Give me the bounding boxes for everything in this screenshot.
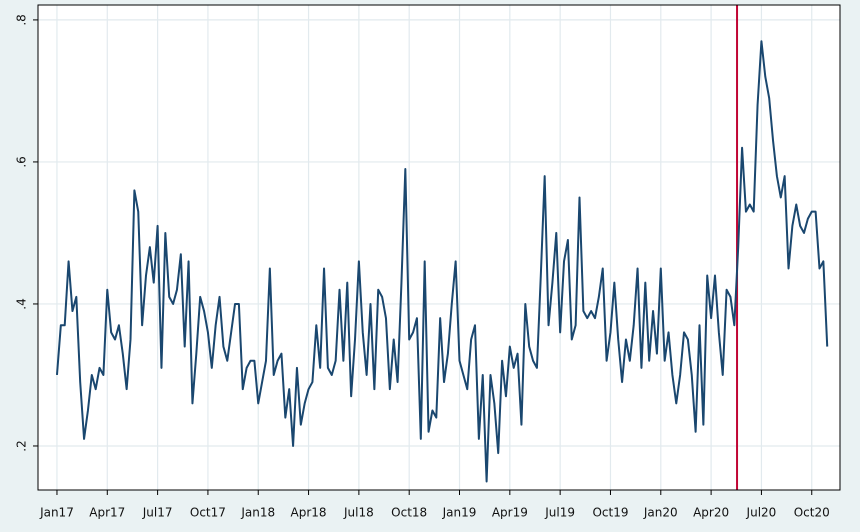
x-tick-label: Jul17: [142, 506, 173, 520]
x-tick-label: Apr19: [492, 506, 528, 520]
y-tick-label: .4: [15, 298, 29, 309]
x-tick-label: Oct20: [794, 506, 830, 520]
x-tick-label: Oct17: [190, 506, 226, 520]
y-tick-label: .2: [15, 440, 29, 451]
x-tick-label: Apr17: [89, 506, 125, 520]
x-tick-label: Oct18: [391, 506, 427, 520]
plot-frame: [37, 4, 841, 491]
y-tick-label: .6: [15, 156, 29, 167]
x-tick-label: Jul20: [746, 506, 777, 520]
plot-area: [37, 4, 841, 491]
x-tick-label: Apr18: [291, 506, 327, 520]
x-tick-label: Jan17: [39, 506, 74, 520]
x-tick-label: Oct19: [592, 506, 628, 520]
x-tick-label: Apr20: [693, 506, 729, 520]
data-line: [55, 40, 829, 483]
x-tick-label: Jan19: [442, 506, 477, 520]
x-tick-label: Jan20: [643, 506, 678, 520]
x-tick-label: Jul19: [544, 506, 575, 520]
x-tick-label: Jan18: [240, 506, 275, 520]
y-tick-label: .8: [15, 14, 29, 25]
x-tick-label: Jul18: [343, 506, 374, 520]
